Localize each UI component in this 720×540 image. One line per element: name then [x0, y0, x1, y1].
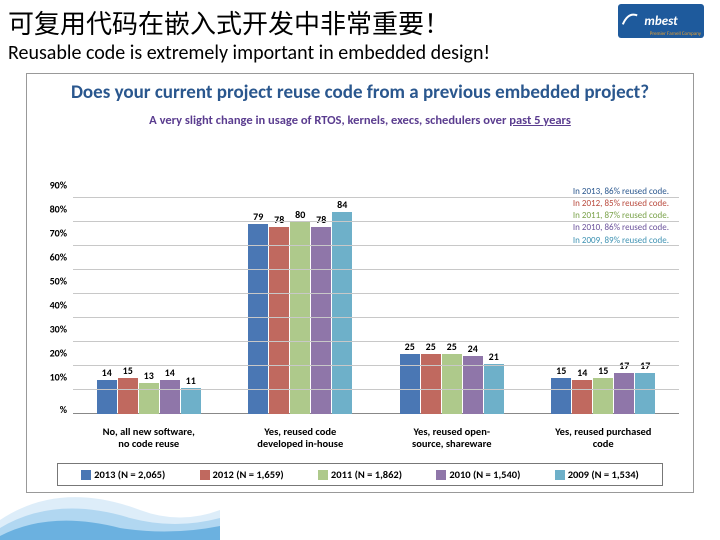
legend-swatch [555, 470, 565, 480]
x-label: Yes, reused purchasedcode [528, 422, 680, 450]
legend-item: 2011 (N = 1,862) [318, 468, 402, 481]
bar-group: 1415131411 [73, 174, 225, 414]
chart-title: Does your current project reuse code fro… [27, 74, 693, 109]
gridline [73, 365, 679, 366]
gridline [73, 317, 679, 318]
bar-value: 78 [274, 213, 284, 226]
gridline [73, 269, 679, 270]
bar: 15 [118, 378, 138, 414]
legend-item: 2013 (N = 2,065) [81, 468, 165, 481]
logo-subtext: Premier Farnell Company [650, 31, 701, 37]
annotation-line: In 2009, 89% reused code. [573, 235, 669, 247]
chart-container: Does your current project reuse code fro… [26, 73, 694, 493]
chart-subtitle-a: A very slight change in usage of RTOS, k… [149, 113, 509, 128]
annotations: In 2013, 86% reused code.In 2012, 85% re… [573, 186, 669, 247]
annotation-line: In 2010, 86% reused code. [573, 222, 669, 234]
bar: 17 [614, 373, 634, 414]
title-english: Reusable code is extremely important in … [0, 41, 720, 71]
annotation-line: In 2013, 86% reused code. [573, 186, 669, 198]
title-row: 可复用代码在嵌入式开发中非常重要！ mbest Premier Farnell … [0, 0, 720, 41]
y-pct-label: % [60, 403, 67, 416]
y-tick: 80% [50, 203, 67, 216]
y-tick: 20% [50, 347, 67, 360]
legend-label: 2011 (N = 1,862) [331, 468, 402, 481]
bar: 14 [572, 380, 592, 414]
legend-label: 2010 (N = 1,540) [449, 468, 520, 481]
logo-swoosh-icon [621, 10, 639, 28]
gridline [73, 341, 679, 342]
gridline [73, 293, 679, 294]
legend-item: 2009 (N = 1,534) [555, 468, 639, 481]
legend-label: 2009 (N = 1,534) [568, 468, 639, 481]
bar: 13 [139, 383, 159, 414]
legend-label: 2013 (N = 2,065) [94, 468, 165, 481]
bar-value: 11 [186, 374, 196, 387]
legend-swatch [318, 470, 328, 480]
bar-value: 14 [165, 366, 175, 379]
y-tick: 40% [50, 299, 67, 312]
bar-value: 78 [316, 213, 326, 226]
bar: 84 [332, 212, 352, 414]
bar-group: 2525252421 [376, 174, 528, 414]
title-chinese: 可复用代码在嵌入式开发中非常重要！ [8, 4, 450, 41]
y-tick: 30% [50, 323, 67, 336]
y-tick: 60% [50, 251, 67, 264]
y-tick: 50% [50, 275, 67, 288]
y-tick: 10% [50, 371, 67, 384]
bar: 25 [442, 354, 462, 414]
x-axis-labels: No, all new software,no code reuseYes, r… [73, 422, 679, 450]
bar: 80 [290, 222, 310, 414]
bar: 25 [400, 354, 420, 414]
bar: 14 [160, 380, 180, 414]
bar-value: 21 [489, 350, 499, 363]
y-tick: 70% [50, 227, 67, 240]
bar-value: 14 [102, 366, 112, 379]
bar-value: 84 [337, 198, 347, 211]
bar: 14 [97, 380, 117, 414]
logo: mbest Premier Farnell Company [618, 4, 704, 38]
bar-value: 13 [144, 369, 154, 382]
x-label: No, all new software,no code reuse [73, 422, 225, 450]
x-label: Yes, reused open-source, shareware [376, 422, 528, 450]
bar-value: 24 [468, 342, 478, 355]
gridline [73, 389, 679, 390]
annotation-line: In 2011, 87% reused code. [573, 210, 669, 222]
legend-item: 2010 (N = 1,540) [436, 468, 520, 481]
bar: 78 [269, 227, 289, 414]
bar: 78 [311, 227, 331, 414]
y-tick: 90% [50, 179, 67, 192]
bar: 79 [248, 224, 268, 414]
legend-label: 2012 (N = 1,659) [213, 468, 284, 481]
logo-text: mbest [644, 14, 677, 29]
y-axis: 10% 20% 30% 40% 50% 60% 70% 80% 90%% [27, 174, 71, 414]
annotation-line: In 2012, 85% reused code. [573, 198, 669, 210]
x-label: Yes, reused codedeveloped in-house [225, 422, 377, 450]
bar: 17 [635, 373, 655, 414]
legend: 2013 (N = 2,065) 2012 (N = 1,659) 2011 (N … [57, 463, 663, 486]
bar-group: 7978807884 [225, 174, 377, 414]
bar-value: 80 [295, 208, 305, 221]
legend-swatch [200, 470, 210, 480]
bar-value: 14 [577, 366, 587, 379]
legend-item: 2012 (N = 1,659) [200, 468, 284, 481]
bar: 11 [181, 388, 201, 414]
legend-swatch [81, 470, 91, 480]
bar: 15 [551, 378, 571, 414]
chart-subtitle-b: past 5 years [509, 113, 571, 128]
bar: 15 [593, 378, 613, 414]
legend-swatch [436, 470, 446, 480]
bar: 25 [421, 354, 441, 414]
slide: 可复用代码在嵌入式开发中非常重要！ mbest Premier Farnell … [0, 0, 720, 540]
chart-subtitle: A very slight change in usage of RTOS, k… [27, 109, 693, 130]
